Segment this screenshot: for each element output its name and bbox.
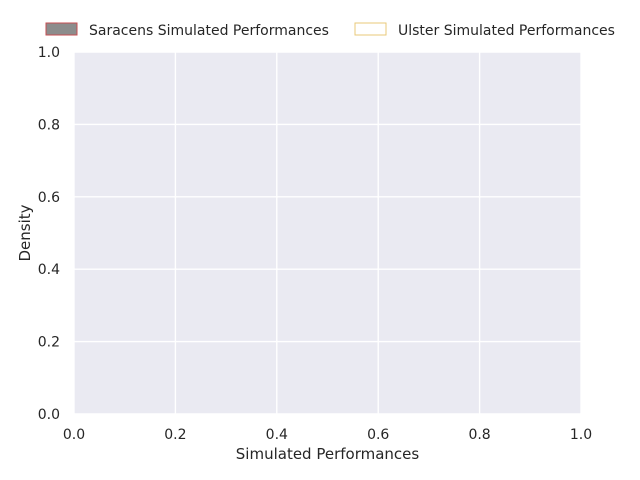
- y-tick-label: 0.0: [38, 407, 60, 423]
- plot-area: [74, 52, 581, 414]
- x-tick-label: 0.4: [266, 427, 288, 443]
- y-axis-label: Density: [16, 204, 34, 261]
- x-tick-label: 1.0: [570, 427, 592, 443]
- grid-lines: [73, 51, 582, 415]
- y-tick-label: 1.0: [38, 45, 60, 61]
- x-tick-label: 0.2: [164, 427, 186, 443]
- legend-label: Saracens Simulated Performances: [89, 23, 329, 39]
- legend-swatch: [45, 22, 78, 36]
- x-tick-label: 0.8: [468, 427, 490, 443]
- y-tick-label: 0.2: [38, 335, 60, 351]
- y-tick-labels: 0.0 0.2 0.4 0.6 0.8 1.0: [38, 45, 60, 423]
- y-tick-label: 0.8: [38, 117, 60, 133]
- x-tick-label: 0.0: [63, 427, 85, 443]
- legend: Saracens Simulated Performances Ulster Si…: [45, 22, 615, 39]
- x-tick-label: 0.6: [367, 427, 389, 443]
- x-axis-label: Simulated Performances: [236, 445, 420, 463]
- legend-swatch: [354, 22, 387, 36]
- legend-label: Ulster Simulated Performances: [398, 23, 615, 39]
- y-tick-label: 0.6: [38, 190, 60, 206]
- x-tick-labels: 0.0 0.2 0.4 0.6 0.8 1.0: [63, 427, 592, 443]
- y-tick-label: 0.4: [38, 262, 60, 278]
